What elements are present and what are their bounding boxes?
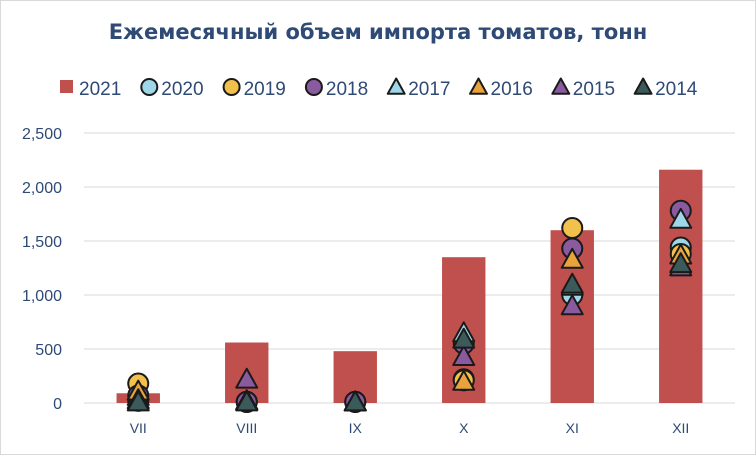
x-tick-label: IX	[349, 420, 363, 436]
marker-2015	[560, 294, 584, 316]
x-tick-label: X	[459, 420, 469, 436]
y-tick-label: 2,000	[22, 180, 62, 197]
marker-2017	[669, 207, 693, 229]
y-tick-label: 1,000	[22, 288, 62, 305]
marker-2014	[126, 390, 150, 412]
legend-swatch-2018	[304, 78, 323, 96]
marker-2014	[452, 327, 476, 349]
legend-label-2021: 2021	[79, 79, 121, 100]
legend-label-2014: 2014	[655, 79, 698, 100]
marker-2016	[452, 369, 476, 391]
x-tick-label: VII	[130, 420, 147, 436]
x-tick-label: XII	[672, 420, 689, 436]
legend-swatch-2017	[386, 77, 406, 95]
y-tick-label: 2,500	[22, 126, 62, 143]
legend-swatch-2021	[60, 80, 73, 93]
legend-label-2019: 2019	[244, 79, 286, 100]
legend-label-2016: 2016	[491, 79, 533, 100]
marker-2019	[561, 217, 584, 240]
marker-2015	[235, 367, 259, 389]
legend-swatch-2016	[469, 77, 488, 95]
marker-2015	[452, 345, 476, 366]
legend-label-2018: 2018	[326, 79, 368, 100]
legend-swatch-2015	[551, 77, 571, 95]
y-tick-label: 0	[53, 396, 62, 413]
legend-swatch-2014	[633, 77, 653, 95]
x-tick-label: XI	[566, 420, 579, 436]
chart-title: Ежемесячный объем импорта томатов, тонн	[108, 20, 648, 44]
legend-label-2020: 2020	[161, 79, 203, 100]
legend-swatch-2019	[222, 78, 241, 96]
x-tick-label: VIII	[236, 420, 257, 436]
y-tick-label: 1,500	[22, 234, 62, 251]
legend-swatch-2020	[140, 78, 159, 96]
marker-2014	[235, 390, 259, 412]
marker-2014	[560, 272, 584, 294]
legend-label-2015: 2015	[573, 79, 615, 100]
legend-label-2017: 2017	[408, 79, 450, 100]
marker-2016	[560, 247, 584, 269]
y-tick-label: 500	[35, 342, 62, 359]
marker-2014	[669, 252, 693, 274]
marker-2014	[343, 390, 367, 412]
